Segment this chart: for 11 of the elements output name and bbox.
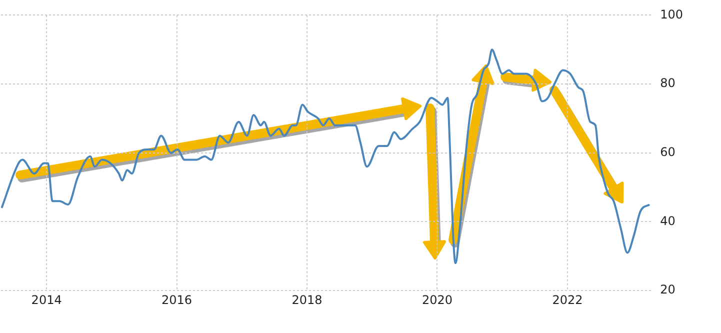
line-series	[1, 48, 650, 264]
y-tick-label: 60	[660, 145, 676, 160]
y-tick-label: 20	[660, 282, 676, 297]
x-tick-label: 2020	[422, 292, 453, 307]
y-tick-label: 80	[660, 76, 676, 90]
y-tick-label: 100	[660, 7, 683, 22]
x-tick-label: 2016	[162, 292, 192, 307]
x-tick-label: 2018	[292, 292, 322, 307]
y-tick-label: 40	[660, 214, 676, 228]
x-tick-label: 2022	[552, 292, 583, 307]
x-tick-label: 2014	[31, 292, 62, 307]
